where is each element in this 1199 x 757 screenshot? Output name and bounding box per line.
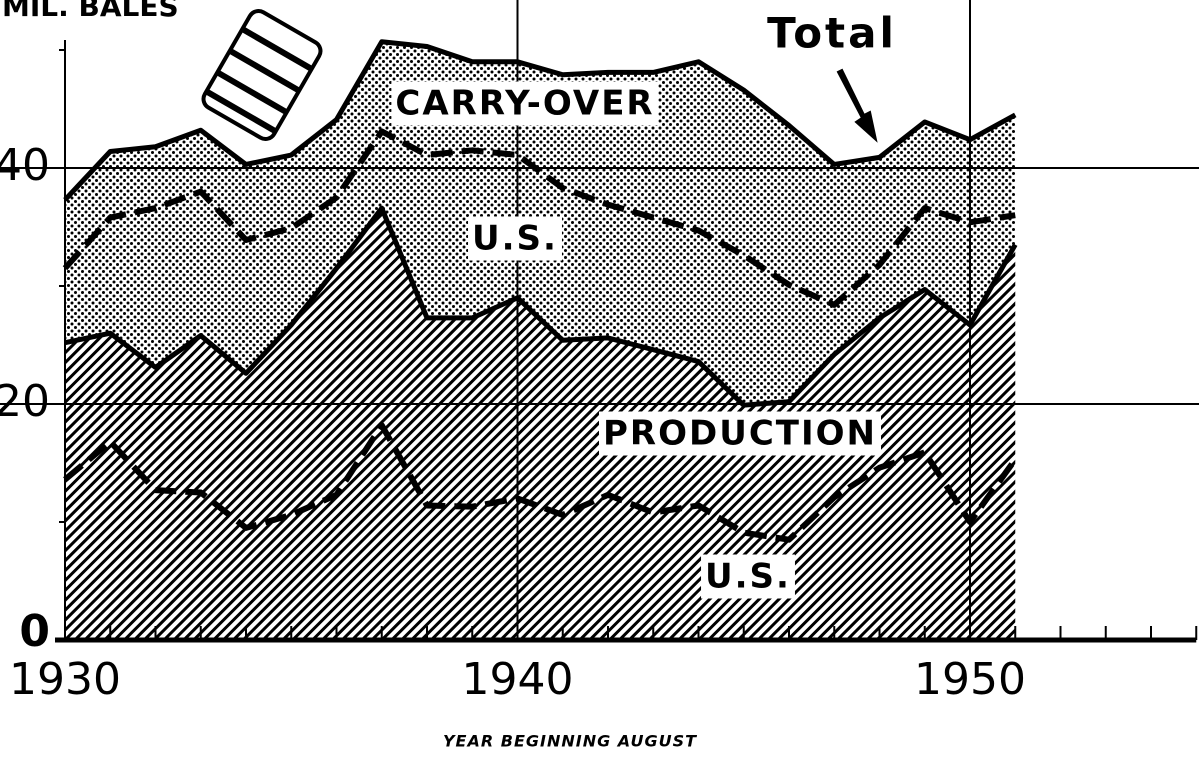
annotation: CARRY-OVER xyxy=(395,84,654,124)
series-label: Total xyxy=(767,9,897,58)
y-axis-label: MIL. BALES xyxy=(2,0,179,23)
x-tick-label: 1930 xyxy=(9,654,121,705)
chart: MIL. BALES YEAR BEGINNING AUGUST 0 20 40 19… xyxy=(0,0,1199,757)
x-axis-label: YEAR BEGINNING AUGUST xyxy=(443,732,697,751)
bale-icon xyxy=(200,7,324,142)
y-tick-label: 20 xyxy=(0,376,50,427)
x-tick-label: 1940 xyxy=(462,654,574,705)
series-label: U.S. xyxy=(472,219,558,259)
x-tick-label: 1950 xyxy=(914,654,1026,705)
total-arrow xyxy=(838,70,876,140)
y-tick-label: 40 xyxy=(0,140,50,191)
series-label: PRODUCTION xyxy=(603,414,877,454)
y-tick-label: 0 xyxy=(19,606,50,657)
series-label: U.S. xyxy=(705,557,791,597)
